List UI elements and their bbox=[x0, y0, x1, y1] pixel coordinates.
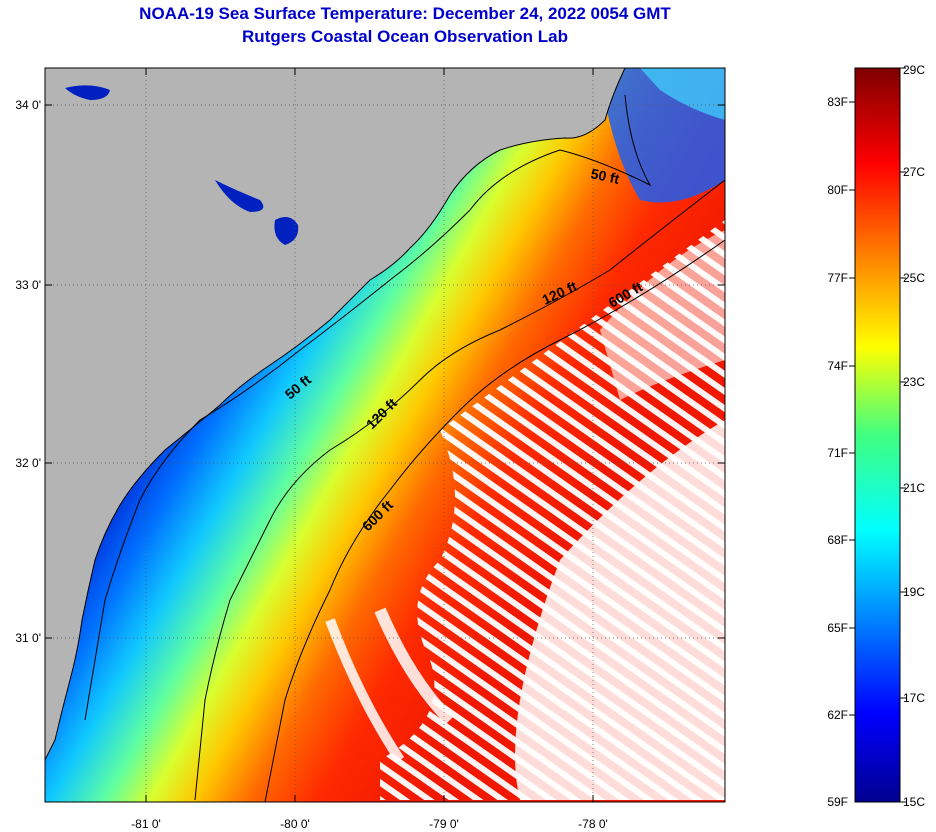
c-label-21: 21C bbox=[903, 481, 925, 495]
latitude-labels: 34 0' 33 0' 32 0' 31 0' bbox=[15, 98, 41, 645]
f-label-74: 74F bbox=[827, 359, 848, 373]
colorbar-fahrenheit-labels: 83F 80F 77F 74F 71F 68F 65F 62F 59F bbox=[827, 95, 848, 809]
lon-label-81: -81 0' bbox=[131, 817, 161, 831]
land-mass bbox=[45, 68, 626, 761]
map-area: 50 ft 50 ft 120 ft 120 ft 600 ft 600 ft bbox=[45, 68, 725, 802]
contour-50ft bbox=[84, 94, 652, 721]
f-label-77: 77F bbox=[827, 271, 848, 285]
longitude-labels: -81 0' -80 0' -79 0' -78 0' bbox=[131, 817, 608, 831]
colorbar: 83F 80F 77F 74F 71F 68F 65F 62F 59F 29C … bbox=[827, 63, 925, 809]
cool-water-ne-2 bbox=[640, 68, 725, 120]
depth-contours bbox=[84, 94, 725, 802]
lon-label-79: -79 0' bbox=[429, 817, 459, 831]
f-label-68: 68F bbox=[827, 533, 848, 547]
lat-label-33: 33 0' bbox=[15, 278, 41, 292]
lat-label-31: 31 0' bbox=[15, 631, 41, 645]
c-label-17: 17C bbox=[903, 691, 925, 705]
f-label-80: 80F bbox=[827, 183, 848, 197]
contour-600ft bbox=[264, 239, 725, 802]
lat-label-34: 34 0' bbox=[15, 98, 41, 112]
colorbar-celsius-labels: 29C 27C 25C 23C 21C 19C 17C 15C bbox=[903, 63, 925, 809]
c-label-29: 29C bbox=[903, 63, 925, 77]
f-label-59: 59F bbox=[827, 795, 848, 809]
c-label-19: 19C bbox=[903, 585, 925, 599]
axis-ticks bbox=[45, 68, 725, 802]
lake-marion bbox=[274, 216, 299, 245]
lon-label-78: -78 0' bbox=[578, 817, 608, 831]
f-label-83: 83F bbox=[827, 95, 848, 109]
lake-moultrie bbox=[215, 180, 264, 212]
c-label-25: 25C bbox=[903, 271, 925, 285]
c-label-15: 15C bbox=[903, 795, 925, 809]
map-frame bbox=[44, 67, 726, 803]
map-subtitle: Rutgers Coastal Ocean Observation Lab bbox=[242, 27, 568, 46]
contour-label-50ft-north: 50 ft bbox=[589, 165, 621, 187]
lat-label-32: 32 0' bbox=[15, 456, 41, 470]
lon-label-80: -80 0' bbox=[280, 817, 310, 831]
c-label-23: 23C bbox=[903, 375, 925, 389]
f-label-71: 71F bbox=[827, 446, 848, 460]
map-title: NOAA-19 Sea Surface Temperature: Decembe… bbox=[139, 4, 671, 23]
colorbar-scale bbox=[854, 67, 901, 803]
f-label-65: 65F bbox=[827, 621, 848, 635]
cloud-cover bbox=[325, 220, 725, 800]
graticule bbox=[45, 68, 725, 802]
contour-120ft bbox=[194, 179, 725, 801]
lake-north bbox=[65, 85, 110, 100]
c-label-27: 27C bbox=[903, 165, 925, 179]
f-label-62: 62F bbox=[827, 708, 848, 722]
